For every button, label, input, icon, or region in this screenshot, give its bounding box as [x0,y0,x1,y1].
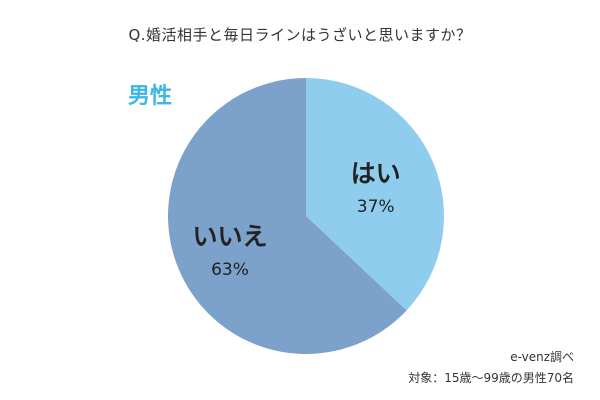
pie-slice-no [167,78,407,354]
slice-label-yes: はい [351,159,401,188]
pie-slice-yes [306,78,444,311]
group-label: 男性 [128,84,173,109]
slice-value-no: 63% [211,260,249,280]
slice-value-yes: 37% [357,197,395,217]
slice-label-no: いいえ [193,222,268,251]
source-note: e-venz調べ [510,350,574,364]
chart-title: Q.婚活相手と毎日ラインはうざいと思いますか？ [128,26,472,44]
sample-note: 対象：15歳〜99歳の男性70名 [408,371,574,385]
